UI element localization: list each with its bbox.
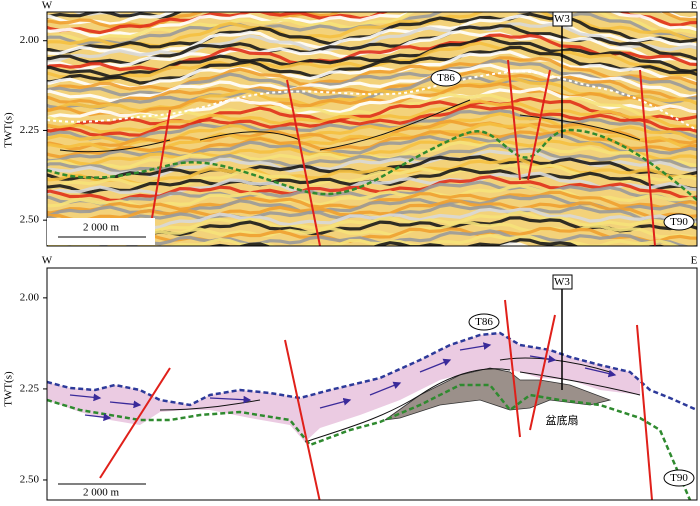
reflection — [40, 0, 700, 8]
horizon-tag — [468, 313, 500, 331]
well-box — [552, 11, 573, 27]
flow-arrow — [459, 342, 492, 351]
flow-arrow — [209, 395, 252, 404]
reflection — [47, 96, 697, 130]
horizon-t90 — [47, 383, 692, 500]
y-tick-label: 2.00 — [20, 291, 40, 303]
y-tick-label: 2.00 — [20, 34, 40, 46]
interpretation-overlay — [47, 26, 697, 246]
horizon-label: T86 — [437, 72, 455, 84]
reflection — [47, 137, 697, 167]
fault — [527, 69, 551, 181]
horizon-label: T86 — [475, 316, 493, 328]
y-tick-label: 2.25 — [20, 382, 40, 394]
east-label: E — [691, 255, 698, 267]
west-label: W — [42, 0, 53, 12]
fault — [286, 79, 321, 246]
reflection — [47, 129, 697, 159]
y-tick-label: 2.50 — [20, 214, 40, 226]
west-label: W — [42, 255, 53, 267]
scale-box — [47, 218, 155, 245]
horizon-tag — [663, 213, 695, 231]
fault — [504, 299, 521, 438]
flow-arrow — [109, 400, 142, 409]
reflection — [47, 56, 697, 93]
y-axis-label: TWT(s) — [3, 112, 15, 148]
east-label: E — [691, 0, 698, 12]
horizon-tag — [430, 69, 462, 87]
scale-label: 2 000 m — [83, 487, 120, 499]
reflection — [47, 63, 697, 103]
reflection — [47, 12, 52, 13]
reflection — [47, 99, 697, 134]
reflection — [47, 36, 697, 79]
interpretation — [47, 288, 697, 500]
panel-frame — [46, 267, 698, 501]
y-tick-label: 2.25 — [20, 124, 40, 136]
fault — [639, 69, 656, 246]
reflection — [47, 12, 697, 29]
y-tick-label: 2.50 — [20, 473, 40, 485]
interpreted-reflector — [159, 357, 641, 443]
fault — [284, 339, 321, 500]
reflection — [47, 233, 681, 246]
horizon-t90 — [47, 128, 697, 201]
well-label: W3 — [554, 13, 570, 25]
flow-arrow — [84, 413, 112, 422]
flow-arrow — [369, 381, 402, 396]
fault — [99, 367, 171, 479]
horizon-t86 — [47, 70, 697, 131]
horizon-t86 — [47, 331, 697, 412]
y-axis-label: TWT(s) — [3, 371, 15, 407]
horizon-label: T90 — [670, 216, 688, 228]
fan-label: 盆底扇 — [546, 413, 579, 427]
fault — [636, 324, 653, 500]
reflection — [47, 12, 697, 19]
flow-arrow — [419, 358, 452, 373]
flow-arrow — [69, 393, 102, 402]
reflection — [47, 50, 697, 90]
fault — [507, 59, 521, 181]
horizon-tag — [663, 469, 695, 487]
seismic-reflections — [40, 0, 700, 246]
reflection — [47, 175, 697, 202]
reflection — [47, 12, 697, 43]
reflection — [47, 59, 697, 97]
well-box — [552, 274, 573, 290]
reflection — [47, 104, 697, 138]
reflection — [47, 82, 697, 118]
flow-arrow — [584, 367, 617, 378]
interpreted-reflector — [59, 99, 641, 153]
fault — [149, 109, 171, 231]
well-label: W3 — [554, 276, 570, 288]
flow-arrow — [319, 397, 352, 409]
horizon-label: T90 — [670, 472, 688, 484]
reflection — [47, 33, 697, 72]
panel-frame — [46, 11, 698, 247]
scale-label: 2 000 m — [83, 222, 120, 234]
fault — [529, 314, 556, 431]
reflection — [47, 198, 697, 223]
reflection — [47, 75, 697, 110]
flow-arrow — [529, 355, 557, 363]
reflection — [47, 12, 697, 26]
